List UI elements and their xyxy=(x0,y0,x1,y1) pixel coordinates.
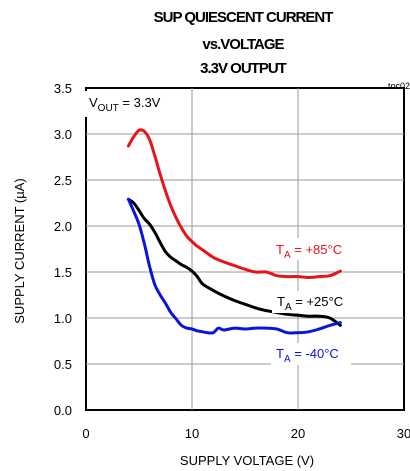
x-axis-ticks: 0 10 20 30 xyxy=(82,426,410,441)
series-label-box-85 xyxy=(271,238,351,260)
y-tick-label: 3.5 xyxy=(54,81,72,96)
series-label-box-25 xyxy=(272,291,352,313)
series-label-85-sub: A xyxy=(284,250,291,261)
x-axis-label: SUPPLY VOLTAGE (V) xyxy=(180,453,314,468)
condition-main: V xyxy=(89,95,98,110)
series-label-85: TA = +85°C xyxy=(276,242,342,261)
y-tick-label: 2.0 xyxy=(54,219,72,234)
y-tick-label: 0.0 xyxy=(54,403,72,418)
series-label-m40-sub: A xyxy=(284,354,291,365)
series-label-box-m40 xyxy=(271,343,351,365)
x-tick-label: 0 xyxy=(82,426,89,441)
chart-title-line-1: SUP QUIESCENT CURRENT xyxy=(154,9,334,26)
series-label-85-rest: = +85°C xyxy=(291,242,342,257)
condition-box xyxy=(85,91,164,117)
y-tick-label: 1.0 xyxy=(54,311,72,326)
series-label-25: TA = +25°C xyxy=(277,294,343,313)
plot-frame xyxy=(85,87,405,411)
series-label-25-sub: A xyxy=(285,302,292,313)
x-tick-label: 20 xyxy=(291,426,305,441)
y-axis-ticks: 0.0 0.5 1.0 1.5 2.0 2.5 3.0 3.5 xyxy=(54,81,72,418)
series-line-2 xyxy=(126,197,342,335)
y-tick-label: 0.5 xyxy=(54,357,72,372)
series-group xyxy=(126,128,342,335)
x-tick-label: 10 xyxy=(185,426,199,441)
y-axis-label: SUPPLY CURRENT (µA) xyxy=(12,178,27,323)
series-label-25-rest: = +25°C xyxy=(292,294,343,309)
chart-title-line-2: vs.VOLTAGE xyxy=(202,36,284,53)
series-label-m40-main: T xyxy=(276,346,284,361)
series-label-85-main: T xyxy=(276,242,284,257)
chart-code: toc02 xyxy=(388,81,410,91)
condition-sub: OUT xyxy=(98,103,119,114)
x-tick-label: 30 xyxy=(397,426,410,441)
y-tick-label: 2.5 xyxy=(54,173,72,188)
series-line-1 xyxy=(126,197,342,327)
series-label-m40-rest: = -40°C xyxy=(291,346,339,361)
y-tick-label: 3.0 xyxy=(54,127,72,142)
condition-rest: = 3.3V xyxy=(119,95,161,110)
series-label-25-main: T xyxy=(277,294,285,309)
series-label-m40: TA = -40°C xyxy=(276,346,339,365)
chart-title-line-3: 3.3V OUTPUT xyxy=(200,60,287,77)
y-tick-label: 1.5 xyxy=(54,265,72,280)
series-line-0 xyxy=(126,128,342,279)
condition-label: VOUT = 3.3V xyxy=(89,95,161,114)
